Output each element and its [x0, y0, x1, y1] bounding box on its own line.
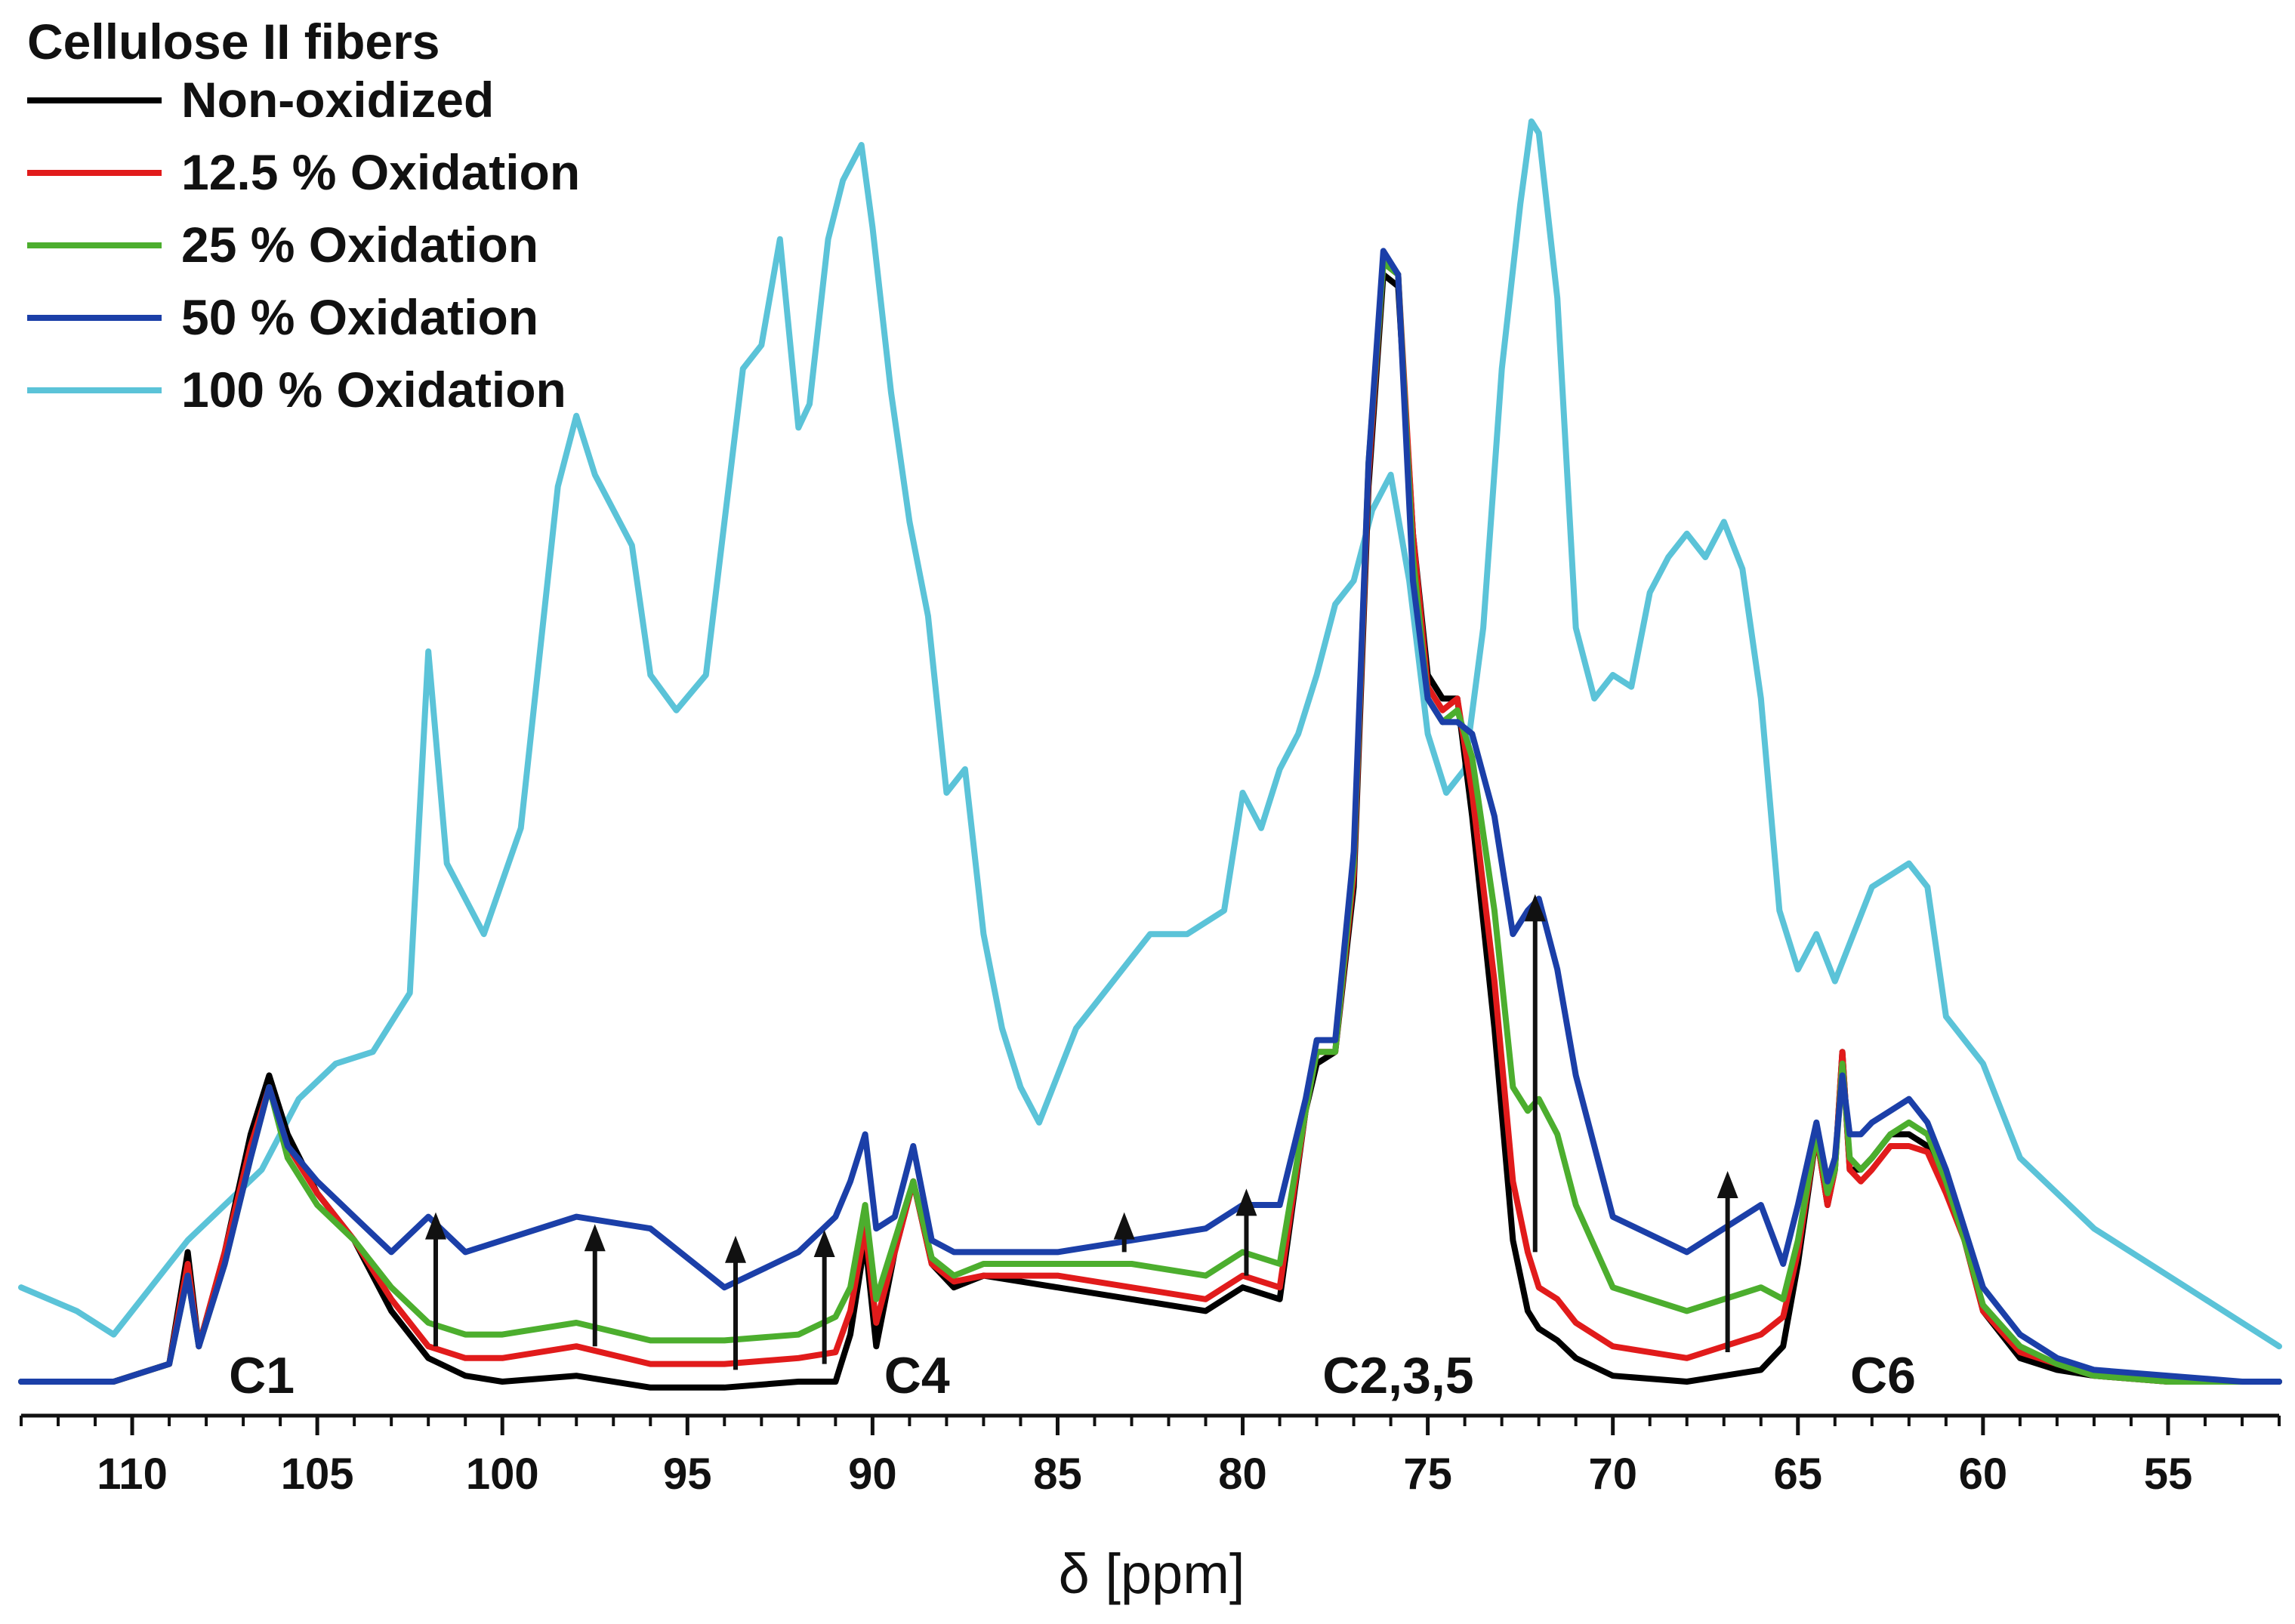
x-tick-label: 75 [1403, 1450, 1452, 1499]
change-arrow [1113, 1212, 1135, 1253]
arrow-head [424, 1212, 446, 1240]
x-tick-label: 85 [1033, 1450, 1082, 1499]
x-tick-label: 95 [663, 1450, 712, 1499]
arrow-head [584, 1224, 606, 1252]
peak-label-c6: C6 [1850, 1347, 1916, 1404]
series-line-12-5-oxidation [18, 260, 2282, 1385]
x-axis-ticks: 110 105 100 95 90 85 80 75 70 65 60 55 [20, 1416, 2281, 1499]
x-tick-label: 70 [1588, 1450, 1637, 1499]
legend-entry-100-oxidation: 100 % Oxidation [27, 362, 566, 418]
series-line-50-oxidation [18, 248, 2282, 1385]
series-line-100-oxidation [18, 118, 2282, 1350]
change-arrow [1235, 1188, 1257, 1276]
legend-label: 12.5 % Oxidation [181, 144, 580, 200]
legend-entry-non-oxidized: Non-oxidized [27, 72, 494, 128]
legend: Cellulose II fibers Non-oxidized 12.5 % O… [27, 14, 580, 418]
change-arrow [424, 1212, 446, 1347]
legend-label: 100 % Oxidation [181, 362, 566, 418]
peak-label-c1: C1 [229, 1347, 295, 1404]
x-axis-title: δ [ppm] [1059, 1542, 1245, 1605]
change-arrow [725, 1235, 747, 1370]
legend-title: Cellulose II fibers [27, 14, 440, 69]
x-tick-label: 105 [281, 1450, 354, 1499]
peak-label-c4: C4 [884, 1347, 950, 1404]
legend-label: Non-oxidized [181, 72, 494, 128]
peak-label-c2-3-5: C2,3,5 [1322, 1347, 1473, 1404]
change-arrow [813, 1230, 835, 1364]
arrow-head [1113, 1212, 1135, 1240]
legend-label: 25 % Oxidation [181, 217, 538, 273]
arrow-head [1524, 894, 1546, 922]
legend-entries: Non-oxidized 12.5 % Oxidation 25 % Oxidati… [27, 72, 580, 418]
legend-entry-50-oxidation: 50 % Oxidation [27, 289, 538, 345]
x-tick-label: 110 [97, 1450, 168, 1499]
x-tick-label: 65 [1774, 1450, 1823, 1499]
x-tick-label: 60 [1959, 1450, 2008, 1499]
arrow-head [1717, 1171, 1738, 1198]
legend-entry-25-oxidation: 25 % Oxidation [27, 217, 538, 273]
change-arrow [584, 1224, 606, 1347]
x-tick-label: 80 [1218, 1450, 1267, 1499]
legend-label: 50 % Oxidation [181, 289, 538, 345]
x-tick-label: 90 [848, 1450, 897, 1499]
arrow-layer [424, 894, 1738, 1370]
change-arrow [1717, 1171, 1738, 1352]
peak-label-layer: C1 C4 C2,3,5 C6 [229, 1347, 1916, 1404]
arrow-head [813, 1230, 835, 1257]
x-tick-label: 100 [466, 1450, 539, 1499]
series-line-25-oxidation [18, 260, 2282, 1385]
change-arrow [1524, 894, 1546, 1253]
arrow-head [725, 1235, 747, 1263]
x-tick-label: 55 [2144, 1450, 2193, 1499]
arrow-head [1235, 1188, 1257, 1216]
legend-entry-12-5-oxidation: 12.5 % Oxidation [27, 144, 580, 200]
